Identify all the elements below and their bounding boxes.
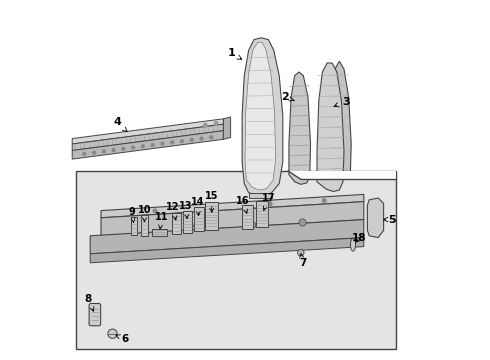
Circle shape bbox=[112, 149, 115, 152]
Ellipse shape bbox=[350, 238, 356, 251]
Circle shape bbox=[132, 146, 135, 149]
Text: 1: 1 bbox=[227, 48, 242, 59]
Text: 10: 10 bbox=[138, 204, 152, 222]
Circle shape bbox=[322, 199, 326, 202]
Text: 4: 4 bbox=[113, 117, 127, 132]
Polygon shape bbox=[242, 38, 283, 196]
Bar bbox=[76, 171, 396, 349]
Circle shape bbox=[207, 206, 211, 210]
FancyBboxPatch shape bbox=[89, 303, 100, 326]
Circle shape bbox=[102, 150, 105, 153]
Circle shape bbox=[297, 249, 304, 256]
Bar bbox=[194, 207, 204, 231]
Bar bbox=[152, 229, 167, 236]
Bar bbox=[256, 201, 269, 227]
Text: 11: 11 bbox=[155, 212, 168, 229]
Text: 6: 6 bbox=[116, 334, 129, 344]
Polygon shape bbox=[72, 124, 223, 150]
Polygon shape bbox=[331, 61, 351, 192]
Polygon shape bbox=[289, 72, 311, 184]
Circle shape bbox=[269, 202, 272, 206]
Bar bbox=[243, 205, 253, 229]
Circle shape bbox=[171, 141, 173, 144]
Polygon shape bbox=[223, 117, 231, 139]
Circle shape bbox=[204, 123, 207, 127]
Polygon shape bbox=[90, 238, 364, 263]
Polygon shape bbox=[317, 63, 344, 192]
Polygon shape bbox=[288, 171, 396, 179]
Circle shape bbox=[190, 139, 193, 141]
Text: 13: 13 bbox=[179, 201, 193, 219]
Bar bbox=[183, 211, 192, 233]
Polygon shape bbox=[72, 119, 223, 144]
Circle shape bbox=[151, 144, 154, 147]
Polygon shape bbox=[90, 220, 364, 254]
Polygon shape bbox=[101, 202, 364, 236]
Circle shape bbox=[161, 142, 164, 145]
Circle shape bbox=[122, 147, 125, 150]
Text: 16: 16 bbox=[236, 195, 249, 213]
Circle shape bbox=[180, 140, 183, 143]
Circle shape bbox=[187, 224, 195, 231]
Text: 3: 3 bbox=[334, 96, 349, 107]
Polygon shape bbox=[72, 131, 223, 159]
Text: 5: 5 bbox=[384, 215, 396, 225]
Circle shape bbox=[200, 137, 203, 140]
Text: 15: 15 bbox=[205, 191, 218, 212]
Text: 8: 8 bbox=[85, 294, 94, 311]
Circle shape bbox=[153, 209, 157, 213]
Polygon shape bbox=[248, 193, 272, 198]
Bar bbox=[205, 202, 219, 230]
Text: 7: 7 bbox=[299, 254, 306, 268]
Circle shape bbox=[215, 122, 218, 125]
Text: 14: 14 bbox=[191, 197, 204, 216]
Circle shape bbox=[93, 151, 96, 154]
Polygon shape bbox=[245, 42, 275, 190]
Text: 17: 17 bbox=[262, 193, 275, 210]
Circle shape bbox=[83, 153, 86, 156]
Circle shape bbox=[142, 145, 145, 148]
Bar bbox=[131, 217, 137, 235]
Circle shape bbox=[210, 136, 213, 139]
Text: 2: 2 bbox=[281, 92, 294, 102]
Circle shape bbox=[299, 219, 306, 226]
Bar bbox=[172, 213, 181, 234]
Polygon shape bbox=[368, 198, 384, 238]
Circle shape bbox=[108, 329, 117, 338]
Bar bbox=[141, 215, 148, 236]
Text: 18: 18 bbox=[352, 233, 367, 243]
Text: 9: 9 bbox=[128, 207, 135, 222]
Polygon shape bbox=[101, 194, 364, 218]
Text: 12: 12 bbox=[166, 202, 180, 220]
Circle shape bbox=[248, 221, 256, 229]
